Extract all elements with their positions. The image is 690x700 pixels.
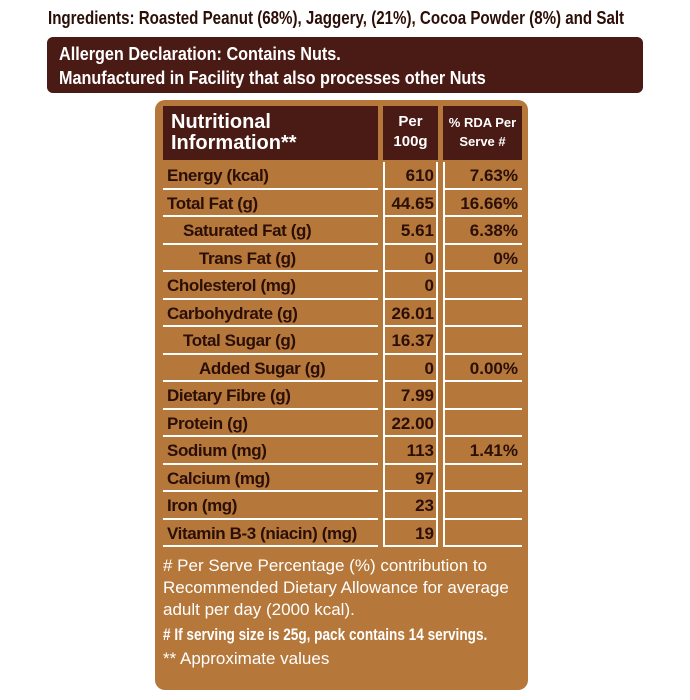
allergen-line: Allergen Declaration: Contains Nuts.: [59, 44, 341, 64]
per-100g: 0: [383, 354, 438, 382]
table-row: Carbohydrate (g) 26.01: [163, 299, 522, 327]
table-row: Vitamin B-3 (niacin) (mg) 19: [163, 519, 522, 547]
nutrient-name: Sodium (mg): [163, 437, 378, 465]
nutrient-name: Calcium (mg): [163, 465, 378, 492]
table-row: Sodium (mg) 113 1.41%: [163, 437, 522, 465]
ingredients: Ingredients: Roasted Peanut (68%), Jagge…: [48, 8, 625, 28]
rda-value: [443, 272, 522, 300]
rda-value: [443, 327, 522, 355]
rda-value: 0.00%: [443, 354, 522, 382]
header-cell: Per 100g: [383, 106, 438, 160]
nutrient-name: Dietary Fibre (g): [163, 382, 378, 410]
per-100g: 0: [383, 244, 438, 272]
footnote: Recommended Dietary Allowance for averag…: [163, 578, 509, 597]
allergen-line: Manufactured in Facility that also proce…: [59, 68, 486, 88]
per-100g: 5.61: [383, 217, 438, 245]
nutrient-name: Total Sugar (g): [163, 327, 378, 355]
table-row: Dietary Fibre (g) 7.99: [163, 382, 522, 410]
rda-value: [443, 492, 522, 520]
table-row: Trans Fat (g) 0 0%: [163, 244, 522, 272]
footnote: ** Approximate values: [163, 649, 330, 668]
rda-value: [443, 299, 522, 327]
per-100g: 19: [383, 519, 438, 547]
per-100g: 97: [383, 464, 438, 492]
nutrient-name: Cholesterol (mg): [163, 272, 378, 300]
footnote: # Per Serve Percentage (%) contribution …: [163, 556, 488, 575]
per-100g: 0: [383, 272, 438, 300]
per-100g: 16.37: [383, 327, 438, 355]
rda-value: [443, 382, 522, 410]
header-cell: Nutritional Information**: [163, 106, 378, 160]
per-100g: 610: [383, 162, 438, 190]
nutrient-name: Protein (g): [163, 410, 378, 437]
rda-value: [443, 519, 522, 547]
nutrient-name: Vitamin B-3 (niacin) (mg): [163, 520, 378, 547]
rda-value: 6.38%: [443, 217, 522, 245]
per-100g: 7.99: [383, 382, 438, 410]
table-row: Calcium (mg) 97: [163, 464, 522, 492]
nutrient-name: Energy (kcal): [163, 162, 378, 190]
per-100g: 44.65: [383, 189, 438, 217]
footnote: # If serving size is 25g, pack contains …: [163, 625, 488, 644]
table-row: Cholesterol (mg) 0: [163, 272, 522, 300]
table-row: Total Sugar (g) 16.37: [163, 327, 522, 355]
rda-value: 16.66%: [443, 189, 522, 217]
table-row: Energy (kcal) 610 7.63%: [163, 162, 522, 190]
allergen-box: Allergen Declaration: Contains Nuts. Man…: [47, 37, 643, 93]
nutrient-name: Total Fat (g): [163, 190, 378, 217]
footnote: adult per day (2000 kcal).: [163, 600, 355, 619]
table-row: Iron (mg) 23: [163, 492, 522, 520]
nutrient-name: Trans Fat (g): [163, 245, 378, 272]
rda-value: [443, 464, 522, 492]
per-100g: 26.01: [383, 299, 438, 327]
table-row: Total Fat (g) 44.65 16.66%: [163, 189, 522, 217]
rda-value: 1.41%: [443, 437, 522, 465]
nutrient-name: Carbohydrate (g): [163, 300, 378, 327]
table-row: Protein (g) 22.00: [163, 409, 522, 437]
header-cell: % RDA Per Serve #: [443, 106, 522, 160]
per-100g: 22.00: [383, 409, 438, 437]
nutrition-panel: Nutritional Information** Per 100g % RDA…: [155, 100, 528, 690]
nutrient-name: Iron (mg): [163, 492, 378, 520]
per-100g: 23: [383, 492, 438, 520]
nutrient-name: Saturated Fat (g): [163, 217, 378, 245]
table-row: Added Sugar (g) 0 0.00%: [163, 354, 522, 382]
rda-value: 0%: [443, 244, 522, 272]
table-row: Saturated Fat (g) 5.61 6.38%: [163, 217, 522, 245]
rda-value: [443, 409, 522, 437]
nutrient-name: Added Sugar (g): [163, 355, 378, 382]
rda-value: 7.63%: [443, 162, 522, 190]
per-100g: 113: [383, 437, 438, 465]
